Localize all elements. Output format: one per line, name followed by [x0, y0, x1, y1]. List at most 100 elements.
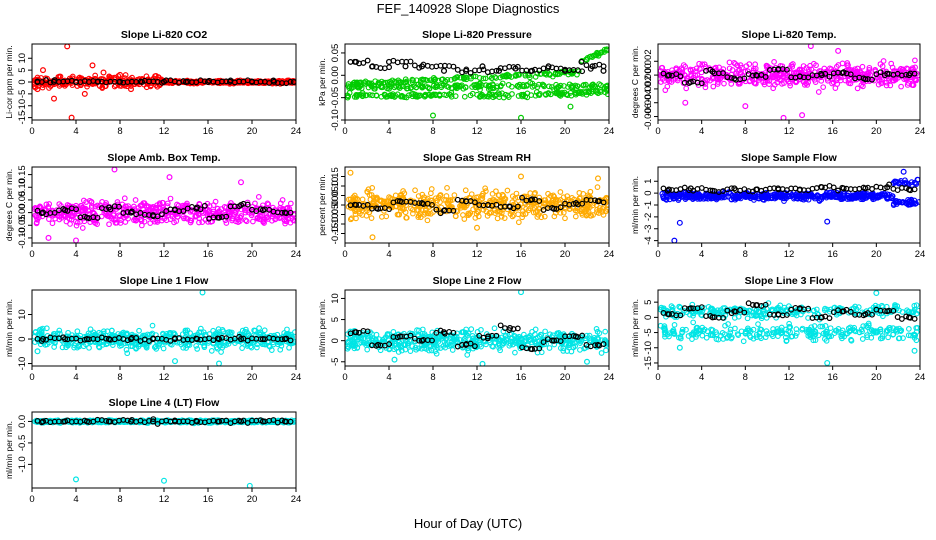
data-point: [52, 215, 59, 222]
data-point: [367, 329, 373, 335]
panel-title: Slope Gas Stream RH: [423, 152, 531, 164]
mean-point: [402, 63, 409, 70]
data-point: [402, 346, 409, 353]
data-point: [501, 338, 508, 345]
data-point: [398, 83, 404, 90]
data-point: [881, 190, 888, 197]
data-point: [676, 219, 683, 226]
data-point: [505, 94, 512, 100]
data-point: [88, 204, 95, 211]
mean-point: [830, 184, 837, 191]
data-point: [167, 195, 174, 202]
mean-point: [429, 337, 435, 344]
panel-title: Slope Line 2 Flow: [433, 275, 523, 287]
data-point: [599, 209, 606, 215]
data-point: [80, 343, 87, 350]
data-point: [737, 62, 744, 68]
data-point: [256, 325, 262, 331]
data-point: [398, 93, 404, 100]
x-tick-label: 12: [472, 126, 483, 137]
mean-point: [600, 341, 607, 347]
data-point: [86, 75, 92, 82]
data-point: [580, 82, 586, 89]
data-point: [391, 356, 398, 363]
data-point: [489, 81, 496, 87]
data-point: [565, 196, 572, 203]
x-tick-label: 12: [784, 249, 795, 260]
mean-point: [709, 187, 716, 194]
data-point: [751, 80, 758, 87]
data-point: [594, 88, 600, 94]
mean-point: [259, 335, 267, 343]
data-point: [436, 92, 443, 99]
data-point: [100, 69, 107, 76]
data-point: [567, 103, 574, 110]
data-point: [707, 77, 713, 84]
data-point: [156, 341, 163, 347]
mean-point: [894, 187, 901, 194]
mean-point: [167, 337, 174, 344]
mean-point: [287, 337, 294, 344]
mean-point: [881, 185, 888, 192]
data-point: [712, 64, 719, 71]
data-point: [124, 330, 130, 337]
data-point: [122, 219, 129, 225]
mean-point: [459, 69, 465, 76]
data-point: [792, 191, 799, 198]
data-point: [414, 327, 420, 333]
data-point: [372, 85, 378, 92]
data-point: [153, 346, 160, 352]
data-point: [214, 205, 221, 212]
data-point: [594, 335, 601, 341]
data-point: [538, 214, 545, 221]
data-point: [546, 345, 553, 351]
data-point: [504, 187, 511, 194]
data-point: [373, 331, 380, 338]
data-point: [74, 219, 81, 226]
x-tick-label: 0: [29, 372, 34, 383]
x-tick-label: 0: [29, 126, 34, 137]
data-point: [577, 340, 583, 346]
data-point: [181, 215, 187, 222]
y-tick-label: 0: [17, 336, 28, 341]
data-point: [431, 77, 438, 83]
data-point: [877, 61, 884, 67]
data-point: [50, 95, 57, 102]
data-point: [51, 344, 57, 350]
data-point: [147, 83, 154, 90]
data-point: [425, 333, 432, 340]
data-point: [806, 66, 812, 73]
data-point: [683, 85, 690, 92]
data-point: [484, 212, 491, 219]
mean-point: [536, 345, 543, 352]
data-point: [132, 197, 139, 203]
data-point: [568, 92, 575, 99]
data-point: [461, 216, 468, 222]
data-point: [908, 197, 915, 204]
data-point: [373, 92, 380, 99]
data-point: [407, 348, 414, 354]
data-point: [59, 344, 66, 351]
data-point: [527, 190, 534, 196]
data-point: [476, 74, 483, 81]
data-point: [350, 194, 357, 200]
data-point: [532, 326, 539, 333]
mean-point: [386, 206, 393, 213]
data-point: [659, 190, 666, 197]
data-point: [852, 192, 859, 198]
data-point: [242, 209, 249, 216]
mean-point: [416, 64, 423, 71]
y-axis-label: ml/min per min.: [630, 176, 640, 234]
plot-area: [659, 168, 920, 243]
mean-point: [660, 70, 667, 77]
data-point: [121, 82, 128, 89]
y-tick-label: 0.15: [17, 165, 28, 184]
data-point: [34, 348, 41, 355]
data-point: [410, 206, 416, 213]
data-point: [594, 328, 601, 335]
data-point: [513, 339, 520, 345]
data-point: [495, 192, 502, 198]
data-point: [162, 339, 168, 346]
